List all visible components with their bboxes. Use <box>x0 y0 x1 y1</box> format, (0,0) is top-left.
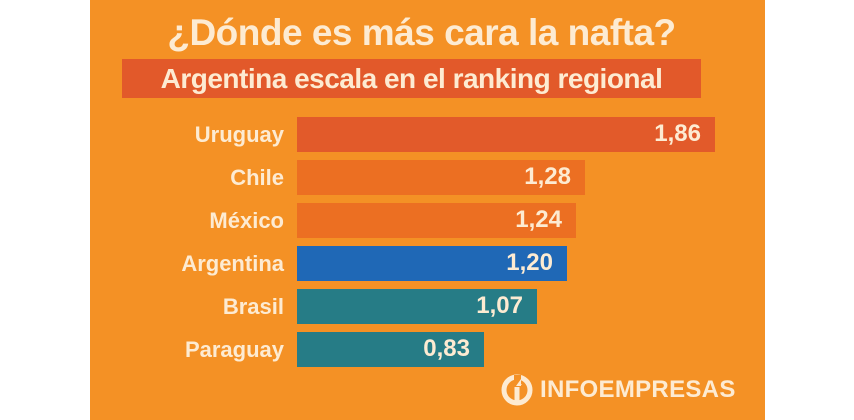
category-label: Chile <box>230 165 284 190</box>
subtitle-banner: Argentina escala en el ranking regional <box>122 59 701 98</box>
value-label: 1,86 <box>654 120 701 147</box>
chart-subtitle: Argentina escala en el ranking regional <box>160 63 663 94</box>
bar-mxico: 1,24 <box>297 203 576 238</box>
bar-argentina: 1,20 <box>297 246 567 281</box>
bar-brasil: 1,07 <box>297 289 537 324</box>
category-label: Brasil <box>222 294 284 319</box>
chart-title: ¿Dónde es más cara la nafta? <box>90 12 765 54</box>
chart-title-text: ¿Dónde es más cara la nafta? <box>167 12 676 53</box>
category-label: Uruguay <box>194 122 284 147</box>
category-label: Argentina <box>181 251 284 276</box>
bar-uruguay: 1,86 <box>297 117 715 152</box>
infoempresas-logo-icon <box>501 374 533 406</box>
category-label: México <box>209 208 284 233</box>
value-label: 1,24 <box>515 206 562 233</box>
brand-name: INFOEMPRESAS <box>540 376 736 403</box>
bar-chile: 1,28 <box>297 160 585 195</box>
value-label: 0,83 <box>423 335 470 362</box>
bar-paraguay: 0,83 <box>297 332 484 367</box>
category-label: Paraguay <box>184 337 284 362</box>
value-label: 1,20 <box>506 249 553 276</box>
brand-logo: INFOEMPRESAS <box>500 372 736 408</box>
value-label: 1,28 <box>524 163 571 190</box>
value-label: 1,07 <box>476 292 523 319</box>
